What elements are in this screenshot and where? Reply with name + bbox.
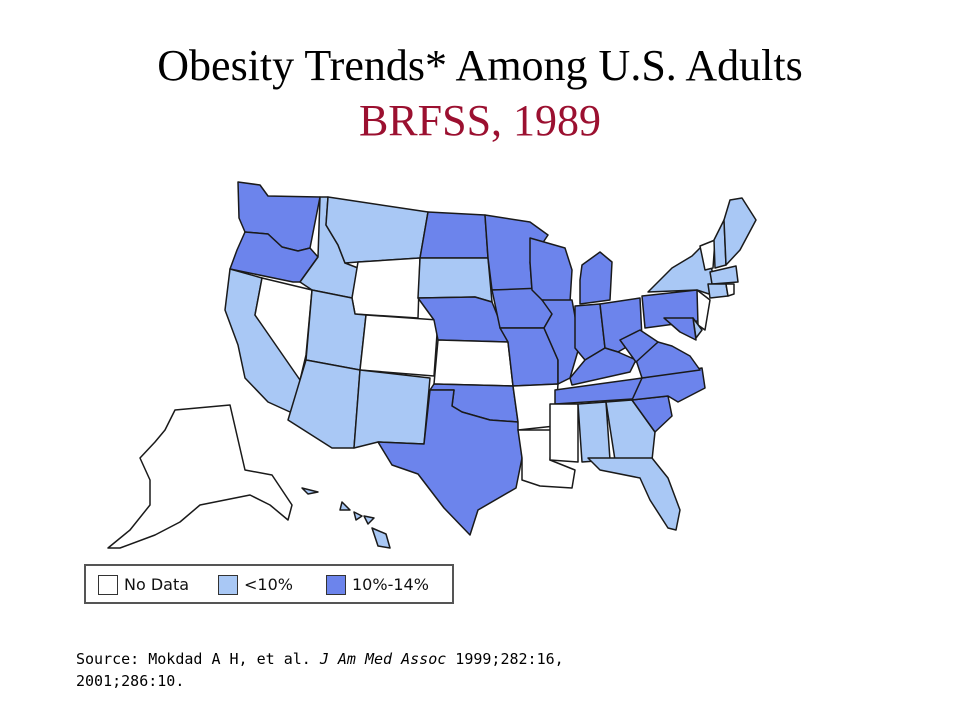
- legend-swatch-lt10: [218, 575, 238, 595]
- state-hi-part4: [371, 527, 391, 549]
- state-nd: [419, 211, 489, 259]
- page-subtitle: BRFSS, 1989: [358, 96, 602, 145]
- state-nc: [631, 367, 706, 403]
- legend-label-lt10: <10%: [244, 575, 293, 594]
- state-mi: [579, 251, 613, 305]
- state-ri: [725, 283, 735, 297]
- state-hi-part3: [363, 515, 375, 525]
- legend-swatch-no-data: [98, 575, 118, 595]
- state-md: [663, 317, 697, 341]
- page-title: Obesity Trends* Among U.S. Adults: [157, 41, 803, 90]
- state-ma: [709, 265, 739, 285]
- state-hi-part1: [339, 501, 351, 511]
- state-tx: [377, 389, 523, 536]
- state-ks: [433, 339, 514, 387]
- state-wi: [529, 237, 573, 303]
- state-me: [723, 197, 757, 266]
- source-line2: 2001;286:10.: [76, 672, 185, 690]
- source-suffix: 1999;282:16,: [446, 650, 564, 668]
- state-ky: [569, 347, 637, 386]
- state-ct: [707, 283, 729, 299]
- state-al: [577, 401, 611, 463]
- state-sd: [417, 257, 493, 303]
- state-co: [359, 314, 439, 377]
- state-nj: [696, 289, 711, 331]
- state-ar: [512, 383, 559, 431]
- legend-label-no-data: No Data: [124, 575, 190, 594]
- state-hi-part2: [353, 511, 363, 521]
- source-journal: J Am Med Assoc: [319, 650, 447, 668]
- state-nm: [353, 369, 431, 449]
- state-ak: [107, 404, 293, 549]
- source-prefix: Source: Mokdad A H, et al.: [76, 650, 320, 668]
- legend-swatch-10-14: [326, 575, 346, 595]
- source-citation: Source: Mokdad A H, et al. J Am Med Asso…: [76, 648, 776, 692]
- state-wy: [351, 257, 421, 319]
- state-fl: [587, 457, 681, 531]
- state-vt: [699, 239, 716, 271]
- state-wv: [619, 329, 659, 363]
- state-hi: [301, 487, 319, 495]
- state-ms: [549, 403, 579, 463]
- state-mt: [325, 196, 429, 264]
- legend-label-10-14: 10%-14%: [352, 575, 429, 594]
- map-legend: No Data <10% 10%-14%: [84, 564, 454, 604]
